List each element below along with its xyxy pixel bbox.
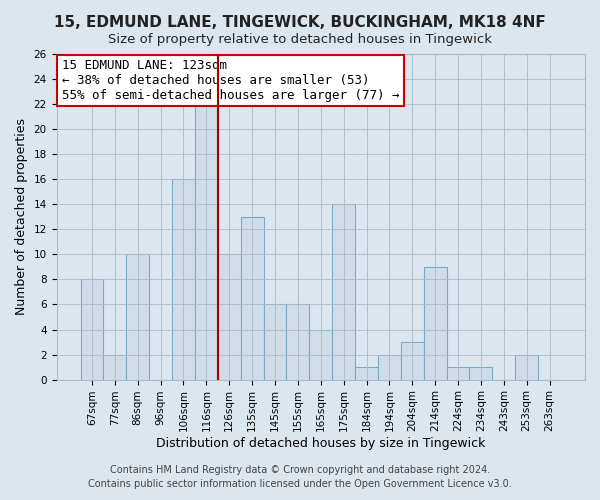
Bar [263, 304, 286, 380]
Bar [195, 104, 218, 380]
Text: Contains HM Land Registry data © Crown copyright and database right 2024.
Contai: Contains HM Land Registry data © Crown c… [88, 465, 512, 489]
Text: Size of property relative to detached houses in Tingewick: Size of property relative to detached ho… [108, 32, 492, 46]
Bar [103, 354, 127, 380]
Bar [310, 330, 332, 380]
Bar [446, 367, 469, 380]
Bar [127, 254, 149, 380]
Bar [172, 179, 195, 380]
X-axis label: Distribution of detached houses by size in Tingewick: Distribution of detached houses by size … [156, 437, 485, 450]
Bar [241, 217, 263, 380]
Bar [218, 254, 241, 380]
Bar [515, 354, 538, 380]
Bar [378, 354, 401, 380]
Bar [424, 267, 446, 380]
Bar [469, 367, 493, 380]
Bar [401, 342, 424, 380]
Y-axis label: Number of detached properties: Number of detached properties [15, 118, 28, 316]
Text: 15 EDMUND LANE: 123sqm
← 38% of detached houses are smaller (53)
55% of semi-det: 15 EDMUND LANE: 123sqm ← 38% of detached… [62, 59, 400, 102]
Bar [286, 304, 310, 380]
Bar [332, 204, 355, 380]
Text: 15, EDMUND LANE, TINGEWICK, BUCKINGHAM, MK18 4NF: 15, EDMUND LANE, TINGEWICK, BUCKINGHAM, … [54, 15, 546, 30]
Bar [355, 367, 378, 380]
Bar [80, 280, 103, 380]
